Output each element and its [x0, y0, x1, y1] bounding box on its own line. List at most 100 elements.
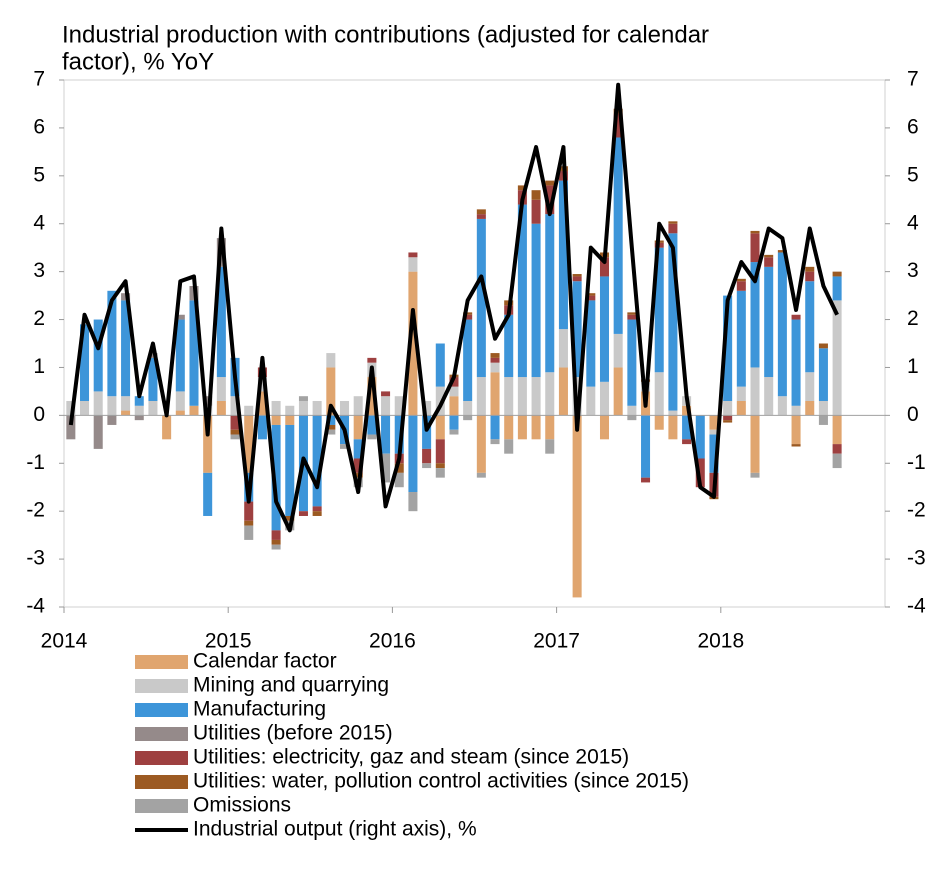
bar-segment	[121, 300, 131, 397]
bar-segment	[257, 377, 267, 392]
bar-segment	[750, 415, 760, 473]
bar-segment	[490, 415, 500, 440]
bar-segment	[285, 415, 295, 425]
y-tick-label: 4	[33, 211, 45, 234]
legend-label: Utilities: electricity, gaz and steam (s…	[193, 746, 629, 769]
bar-segment	[695, 458, 705, 488]
bar-segment	[504, 439, 514, 454]
bar-segment	[791, 314, 801, 320]
bar-segment	[435, 468, 445, 478]
bar-segment	[298, 400, 308, 416]
bar-segment	[832, 300, 842, 416]
bar-segment	[93, 391, 103, 416]
bar-segment	[449, 396, 459, 416]
bar-segment	[408, 271, 418, 416]
bar-segment	[709, 434, 719, 473]
bar-segment	[244, 520, 254, 526]
bar-segment	[654, 247, 664, 373]
y2-tick-label: -3	[907, 547, 926, 570]
bar-segment	[312, 400, 322, 416]
bar-segment	[271, 424, 281, 531]
bar-segment	[148, 357, 158, 401]
bar-segment	[599, 276, 610, 382]
bar-segment	[435, 463, 445, 469]
bar-segment	[216, 377, 226, 401]
bar-segment	[476, 209, 486, 215]
bar-segment	[367, 415, 377, 435]
bar-segment	[326, 429, 336, 435]
y2-tick-label: 4	[907, 211, 919, 234]
bar-segment	[545, 415, 555, 440]
y2-tick-label: 7	[907, 68, 919, 91]
bar-segment	[134, 405, 144, 416]
bar-segment	[777, 396, 787, 416]
y-tick-label: 7	[33, 68, 45, 91]
bar-segment	[627, 405, 637, 416]
legend-swatch	[135, 703, 188, 717]
bar-segment	[367, 357, 377, 363]
legend-label: Industrial output (right axis), %	[193, 818, 477, 841]
bar-segment	[408, 492, 418, 512]
bar-segment	[805, 281, 815, 373]
x-tick-label: 2017	[533, 630, 580, 653]
bar-segment	[668, 415, 678, 440]
chart-title: factor), % YoY	[62, 48, 214, 75]
legend-label: Calendar factor	[193, 650, 337, 673]
bar-segment	[381, 396, 391, 416]
bar-segment	[298, 396, 308, 401]
bar-segment	[381, 453, 391, 483]
bar-segment	[189, 405, 199, 416]
bar-segment	[312, 415, 322, 507]
bar-segment	[476, 214, 486, 219]
legend-label: Mining and quarrying	[193, 674, 389, 697]
bar-segment	[339, 400, 350, 416]
bar-segment	[545, 180, 555, 186]
bar-segment	[531, 377, 541, 416]
bar-segment	[736, 386, 746, 401]
bar-segment	[832, 444, 842, 454]
bar-segment	[107, 415, 117, 425]
bar-segment	[408, 415, 418, 493]
bar-segment	[107, 290, 117, 397]
bar-segment	[175, 410, 185, 416]
bar-segment	[216, 266, 226, 378]
legend-label: Utilities (before 2015)	[193, 722, 393, 745]
bar-segment	[353, 458, 363, 473]
bar-segment	[121, 396, 131, 411]
bar-segment	[805, 372, 815, 401]
legend-label: Omissions	[193, 794, 291, 817]
x-tick-label: 2016	[369, 630, 416, 653]
bar-segment	[394, 463, 404, 473]
y2-tick-label: -2	[907, 499, 926, 522]
bar-segment	[463, 400, 473, 416]
bar-segment	[832, 415, 842, 445]
bar-segment	[750, 233, 760, 263]
bar-segment	[736, 290, 746, 387]
bar-segment	[203, 396, 213, 406]
bar-segment	[599, 381, 610, 416]
bar-segment	[271, 544, 281, 550]
y2-tick-label: -4	[907, 595, 926, 618]
bar-segment	[805, 271, 815, 282]
bar-segment	[545, 185, 555, 215]
bar-segment	[422, 400, 432, 416]
bar-segment	[312, 511, 322, 516]
bar-segment	[586, 386, 596, 416]
bar-segment	[805, 400, 815, 416]
bar-segment	[504, 314, 514, 378]
chart-title: Industrial production with contributions…	[62, 21, 709, 48]
bar-segment	[148, 400, 158, 416]
bar-segment	[353, 415, 363, 440]
bar-segment	[764, 257, 774, 267]
bar-segment	[531, 415, 541, 440]
x-tick-label: 2014	[41, 630, 88, 653]
bar-segment	[613, 367, 623, 416]
bar-segment	[682, 405, 692, 416]
bar-segment	[723, 295, 733, 401]
bar-segment	[422, 448, 432, 464]
bar-segment	[435, 439, 445, 464]
bar-segment	[764, 254, 774, 258]
bar-segment	[66, 400, 76, 416]
bar-segment	[517, 204, 527, 378]
